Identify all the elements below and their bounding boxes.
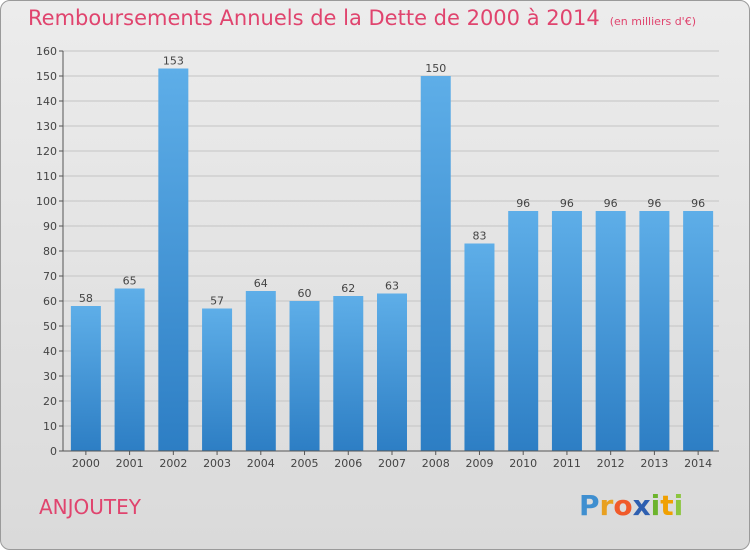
logo-letter: x xyxy=(632,489,651,522)
x-tick-label: 2014 xyxy=(684,457,712,470)
x-tick-label: 2003 xyxy=(203,457,231,470)
bar-2014 xyxy=(683,211,714,451)
bar-value-label: 65 xyxy=(123,275,137,288)
logo-letter: t xyxy=(660,489,674,522)
x-tick-label: 2010 xyxy=(509,457,537,470)
chart-unit: (en milliers d'€) xyxy=(609,15,696,28)
bar-2008 xyxy=(420,76,451,451)
x-tick-label: 2008 xyxy=(422,457,450,470)
x-tick-label: 2007 xyxy=(378,457,406,470)
y-tick-label: 20 xyxy=(43,395,57,408)
proxiti-logo: Proxiti xyxy=(579,489,683,522)
x-tick-label: 2006 xyxy=(334,457,362,470)
logo-letter: i xyxy=(650,489,661,522)
bar-value-label: 64 xyxy=(254,277,268,290)
bar-value-label: 150 xyxy=(425,62,446,75)
bar-2000 xyxy=(70,306,101,451)
x-tick-label: 2005 xyxy=(291,457,319,470)
x-tick-label: 2001 xyxy=(116,457,144,470)
y-tick-label: 130 xyxy=(36,120,57,133)
bar-2006 xyxy=(333,296,364,451)
bar-value-label: 96 xyxy=(647,197,661,210)
logo-letter: i xyxy=(673,489,684,522)
bar-value-label: 96 xyxy=(691,197,705,210)
bar-value-label: 96 xyxy=(516,197,530,210)
y-tick-label: 0 xyxy=(50,445,57,458)
x-tick-label: 2002 xyxy=(159,457,187,470)
commune-name: ANJOUTEY xyxy=(39,495,141,519)
bar-2011 xyxy=(551,211,582,451)
bar-value-label: 62 xyxy=(341,282,355,295)
bar-2012 xyxy=(595,211,626,451)
bar-2005 xyxy=(289,301,320,451)
bars: 58 65 153 57 64 60 62 63 150 83 96 96 96 96 96 xyxy=(70,55,714,451)
bar-value-label: 57 xyxy=(210,295,224,308)
x-tick-label: 2011 xyxy=(553,457,581,470)
x-tick-label: 2012 xyxy=(597,457,625,470)
y-tick-label: 120 xyxy=(36,145,57,158)
y-tick-label: 40 xyxy=(43,345,57,358)
y-tick-label: 110 xyxy=(36,170,57,183)
bar-value-label: 58 xyxy=(79,292,93,305)
y-tick-label: 10 xyxy=(43,420,57,433)
x-tick-label: 2004 xyxy=(247,457,275,470)
bar-2010 xyxy=(508,211,539,451)
y-tick-label: 140 xyxy=(36,95,57,108)
bar-2004 xyxy=(245,291,276,451)
y-tick-label: 100 xyxy=(36,195,57,208)
bar-value-label: 153 xyxy=(163,55,184,68)
bar-2002 xyxy=(158,68,189,451)
x-tick-label: 2013 xyxy=(640,457,668,470)
y-tick-label: 30 xyxy=(43,370,57,383)
y-axis-ticks: 0 10 20 30 40 50 60 70 80 90 100 110 120 130 140 150 160 xyxy=(36,45,63,458)
bar-2009 xyxy=(464,243,495,451)
y-tick-label: 150 xyxy=(36,70,57,83)
y-tick-label: 160 xyxy=(36,45,57,58)
bar-2007 xyxy=(377,293,407,451)
bar-2013 xyxy=(639,211,670,451)
bar-value-label: 60 xyxy=(298,287,312,300)
chart-title: Remboursements Annuels de la Dette de 20… xyxy=(28,6,600,30)
logo-letter: r xyxy=(599,489,614,522)
x-tick-label: 2009 xyxy=(465,457,493,470)
x-tick-label: 2000 xyxy=(72,457,100,470)
y-tick-label: 80 xyxy=(43,245,57,258)
logo-letter: P xyxy=(579,489,600,522)
y-tick-label: 90 xyxy=(43,220,57,233)
y-tick-label: 60 xyxy=(43,295,57,308)
chart-title-row: Remboursements Annuels de la Dette de 20… xyxy=(28,6,696,30)
logo-letter: o xyxy=(613,489,633,522)
bar-value-label: 83 xyxy=(472,230,486,243)
y-tick-label: 70 xyxy=(43,270,57,283)
y-tick-label: 50 xyxy=(43,320,57,333)
bar-value-label: 63 xyxy=(385,280,399,293)
bar-2003 xyxy=(202,308,233,451)
bar-2001 xyxy=(114,288,145,451)
x-axis-labels: 2000 2001 2002 2003 2004 2005 2006 2007 2008 2009… xyxy=(72,451,712,470)
bar-value-label: 96 xyxy=(560,197,574,210)
bar-value-label: 96 xyxy=(604,197,618,210)
